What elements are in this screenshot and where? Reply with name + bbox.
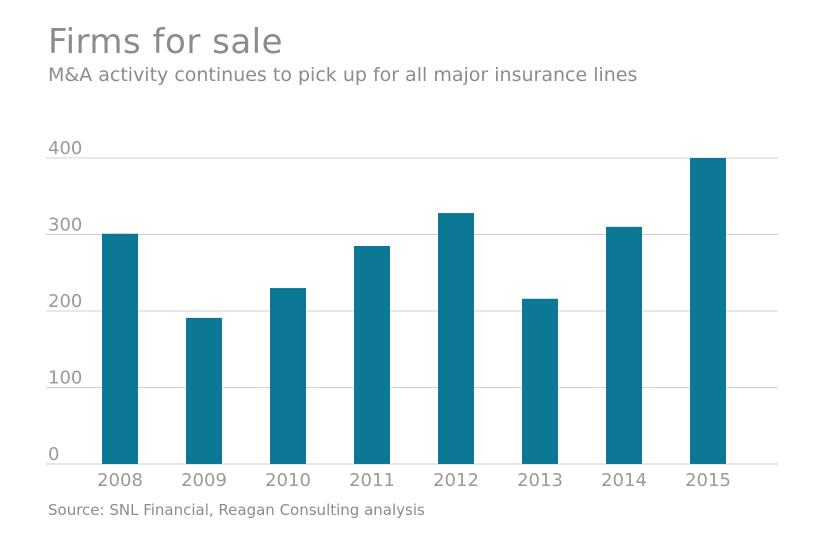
bar-2012 <box>438 213 474 464</box>
x-tick-label: 2008 <box>97 470 143 491</box>
y-tick-label: 300 <box>48 215 82 236</box>
y-tick-label: 100 <box>48 368 82 389</box>
y-axis-ticks: 0 100 200 300 400 <box>48 138 82 465</box>
x-tick-label: 2010 <box>265 470 311 491</box>
bar-2011 <box>354 245 390 464</box>
bar-2010 <box>270 288 306 464</box>
y-tick-label: 400 <box>48 138 82 159</box>
x-tick-label: 2013 <box>517 470 563 491</box>
bar-2013 <box>522 298 558 464</box>
bar-2015 <box>690 158 726 464</box>
bar-2009 <box>186 317 222 464</box>
x-tick-label: 2011 <box>349 470 395 491</box>
source-note: Source: SNL Financial, Reagan Consulting… <box>48 501 425 519</box>
x-tick-label: 2012 <box>433 470 479 491</box>
x-tick-label: 2009 <box>181 470 227 491</box>
x-tick-label: 2015 <box>685 470 731 491</box>
bar-2014 <box>606 226 642 464</box>
gridlines <box>46 157 778 465</box>
bar-2008 <box>102 233 138 464</box>
bars <box>102 158 726 464</box>
y-tick-label: 200 <box>48 291 82 312</box>
chart-subtitle: M&A activity continues to pick up for al… <box>48 64 638 86</box>
chart-title: Firms for sale <box>48 22 284 62</box>
y-tick-label: 0 <box>48 444 59 465</box>
x-tick-label: 2014 <box>601 470 647 491</box>
x-axis-ticks: 2008 2009 2010 2011 2012 2013 2014 2015 <box>97 470 731 491</box>
